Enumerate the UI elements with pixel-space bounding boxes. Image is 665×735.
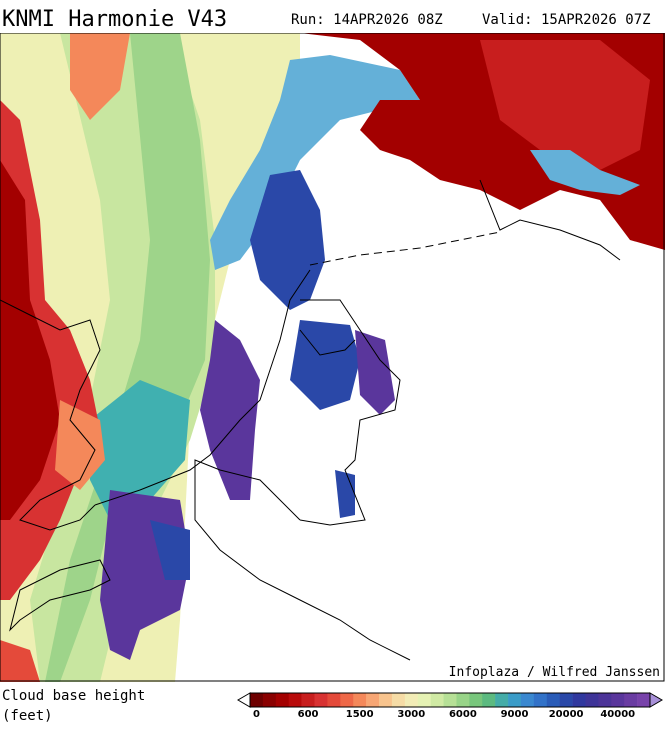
valid-time: Valid: 15APR2026 07Z [482,12,651,28]
coastline [299,329,356,356]
colorbar-swatch [559,693,573,707]
coastline [479,179,621,261]
title: KNMI Harmonie V43 [2,7,227,32]
colorbar-tick-label: 9000 [501,709,529,720]
cloud-field [530,150,640,195]
legend-label: Cloud base height [2,688,145,704]
colorbar-swatch [585,693,599,707]
cloud-field [45,33,210,682]
colorbar-end [649,692,663,708]
cloud-field [55,400,105,490]
cloud-field [70,33,130,120]
map: Infoplaza / Wilfred Janssen [0,33,665,682]
cloud-field [90,380,190,520]
colorbar-tick-label: 40000 [600,709,635,720]
colorbar-swatch [624,693,638,707]
colorbar-swatch [430,693,444,707]
colorbar-swatch [417,693,431,707]
colorbar-swatch [520,693,535,707]
colorbar-tick-label: 6000 [449,709,477,720]
colorbar-swatch [533,693,548,707]
colorbar-swatch [611,693,625,707]
colorbar: 0 600 1500 3000 6000 9000 20000 40000 [237,692,663,720]
colorbar-tick-label: 20000 [549,709,584,720]
colorbar-swatch [353,693,367,707]
legend-unit: (feet) [2,708,53,724]
colorbar-swatch [327,693,341,707]
colorbar-swatch [379,693,393,707]
colorbar-swatch [404,693,419,707]
colorbar-tick-label: 1500 [346,709,374,720]
colorbar-swatch [288,693,302,707]
colorbar-tick-label: 0 [253,709,260,720]
colorbar-swatch [366,693,380,707]
colorbar-swatch [598,693,612,707]
coastline [9,559,111,632]
cloud-field [480,40,650,170]
colorbar-frame [249,692,651,708]
colorbar-swatch [301,693,315,707]
border [309,231,501,266]
cloud-field [200,320,260,500]
colorbar-swatch [340,693,354,707]
colorbar-swatch [456,693,470,707]
border [194,459,411,661]
coastline [94,269,311,506]
colorbar-swatch [275,693,290,707]
map-frame [0,33,665,682]
colorbar-swatch [495,693,509,707]
cloud-field [290,320,360,410]
colorbar-swatch [637,693,651,707]
coastline [0,299,101,531]
cloud-field [150,520,190,580]
colorbar-swatch [546,693,560,707]
cloud-field [355,330,395,415]
colorbar-swatch [469,693,483,707]
colorbar-swatch [262,693,277,707]
colorbar-swatch [314,693,328,707]
colorbar-swatch [482,693,496,707]
colorbar-swatch [572,693,586,707]
cloud-field [0,160,60,520]
colorbar-swatch [508,693,522,707]
colorbar-end [237,692,251,708]
colorbar-tick-label: 3000 [397,709,425,720]
credit: Infoplaza / Wilfred Janssen [449,665,660,680]
colorbar-tick-label: 600 [298,709,319,720]
colorbar-swatch [443,693,457,707]
cloud-field [0,640,40,682]
run-time: Run: 14APR2026 08Z [291,12,443,28]
colorbar-swatch [250,693,264,707]
colorbar-swatch [391,693,406,707]
border [299,299,401,526]
